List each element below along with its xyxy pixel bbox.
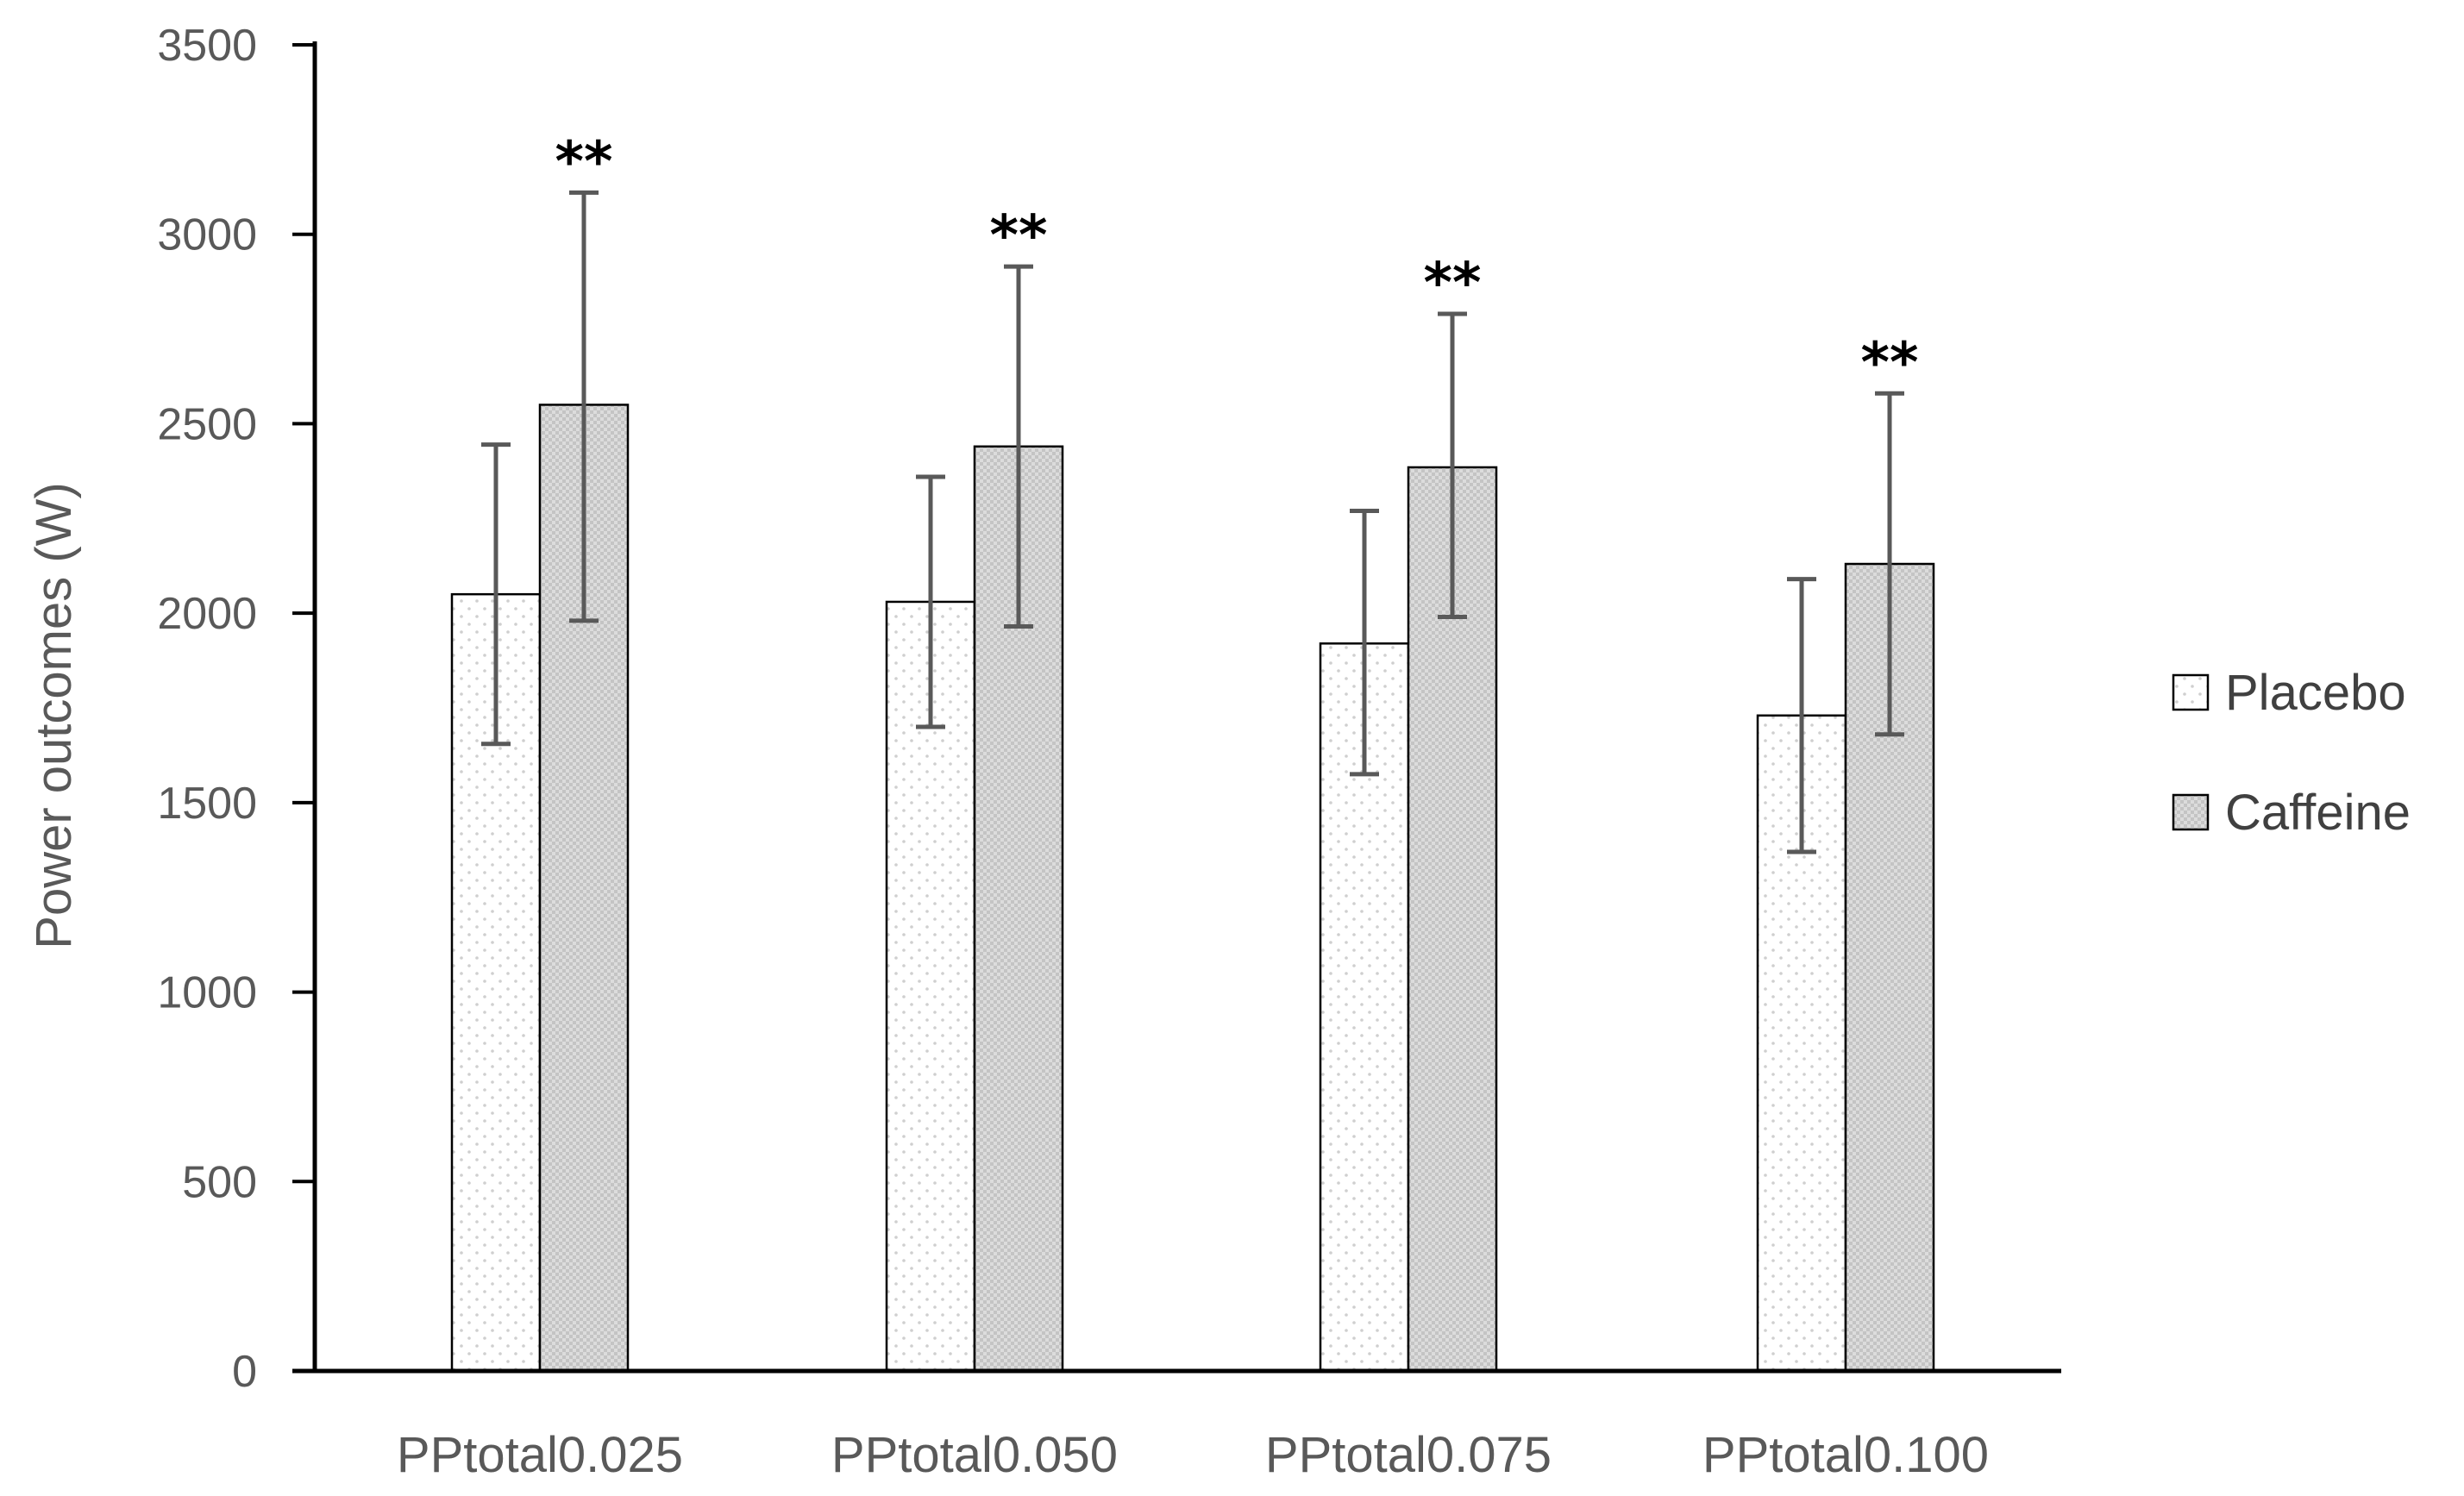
y-tick-label-0: 0	[232, 1347, 257, 1397]
axes-layer	[292, 41, 2061, 1374]
error-bar-caffeine-pptotal0-025	[569, 190, 599, 623]
y-tick-label-1000: 1000	[157, 968, 257, 1018]
significance-marker-pptotal0-025: **	[555, 130, 613, 194]
x-tick-label-pptotal0-025: PPtotal0.025	[397, 1427, 683, 1483]
y-tick-label-3000: 3000	[157, 210, 257, 260]
legend-swatch-caffeine	[2172, 793, 2210, 831]
y-tick-label-1500: 1500	[157, 779, 257, 829]
y-tick-label-500: 500	[182, 1157, 257, 1207]
significance-layer: ** ** ** **	[555, 130, 1919, 395]
significance-marker-pptotal0-075: **	[1424, 252, 1482, 316]
error-bar-placebo-pptotal0-025	[481, 442, 511, 747]
legend-label-caffeine: Caffeine	[2225, 785, 2411, 841]
y-tick-label-2000: 2000	[157, 589, 257, 639]
legend-item-caffeine: Caffeine	[2172, 785, 2411, 841]
legend-swatch-placebo	[2172, 673, 2210, 711]
error-bar-caffeine-pptotal0-050	[1004, 264, 1033, 629]
error-bar-placebo-pptotal0-100	[1787, 577, 1816, 854]
legend-item-placebo: Placebo	[2172, 665, 2406, 721]
significance-marker-pptotal0-100: **	[1861, 331, 1919, 395]
y-ticks-layer: 0 500 1000 1500 2000 2500 3000 3500	[157, 21, 315, 1397]
error-bar-caffeine-pptotal0-100	[1875, 391, 1904, 737]
x-categories-layer: PPtotal0.025 PPtotal0.050 PPtotal0.075 PPto…	[397, 1427, 1989, 1483]
y-tick-label-3500: 3500	[157, 21, 257, 71]
legend: Placebo Caffeine	[2172, 665, 2411, 841]
y-axis-title: Power outcomes (W)	[26, 482, 82, 948]
bars-layer	[450, 404, 1935, 1373]
x-tick-label-pptotal0-075: PPtotal0.075	[1265, 1427, 1552, 1483]
y-tick-label-2500: 2500	[157, 399, 257, 449]
error-bar-caffeine-pptotal0-075	[1438, 311, 1467, 620]
x-tick-label-pptotal0-100: PPtotal0.100	[1702, 1427, 1989, 1483]
error-bar-placebo-pptotal0-075	[1350, 508, 1379, 777]
x-tick-label-pptotal0-050: PPtotal0.050	[831, 1427, 1118, 1483]
error-bars-layer	[481, 190, 1904, 854]
significance-marker-pptotal0-050: **	[990, 204, 1048, 268]
error-bar-placebo-pptotal0-050	[916, 474, 945, 729]
legend-label-placebo: Placebo	[2225, 665, 2406, 721]
